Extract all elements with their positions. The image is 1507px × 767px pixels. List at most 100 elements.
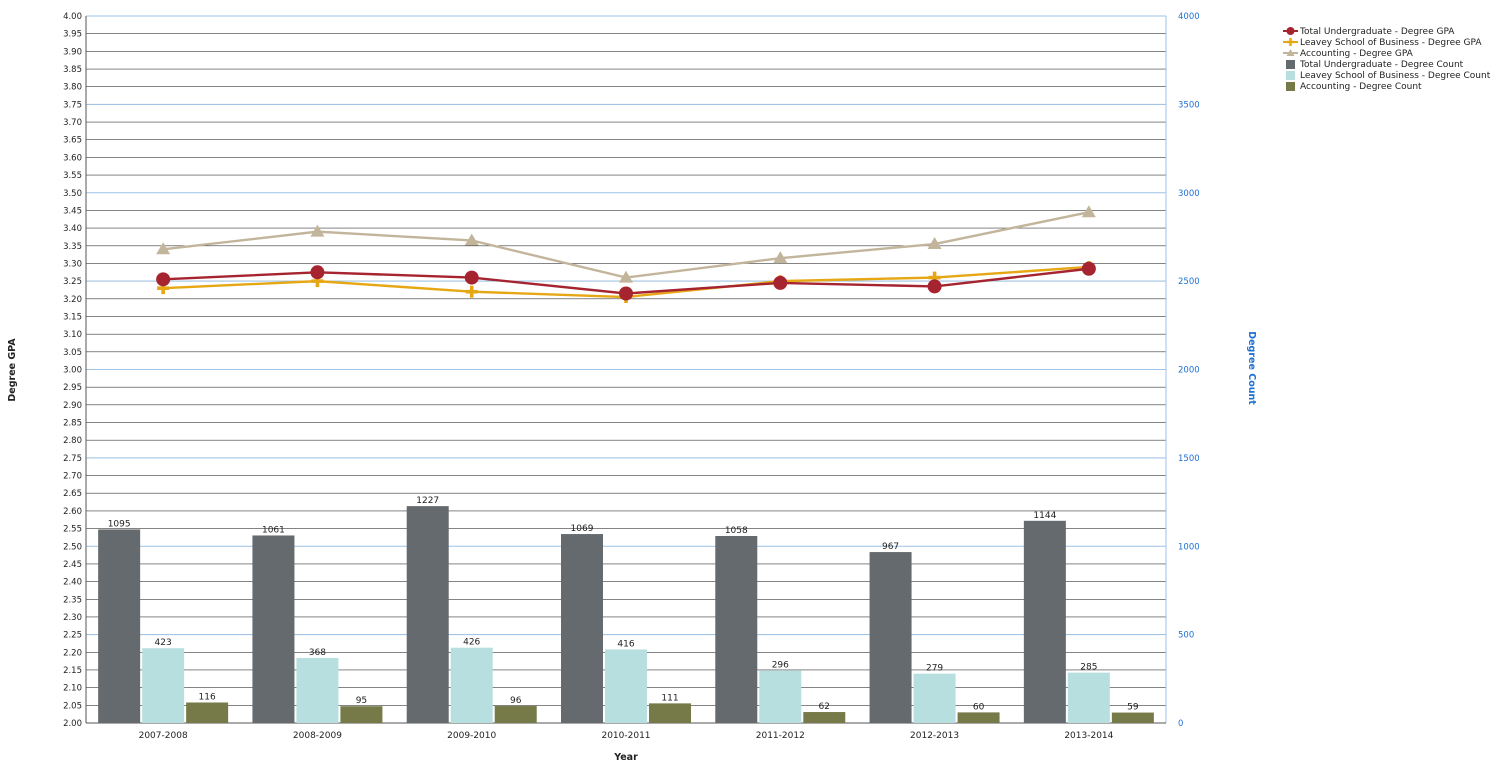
bar bbox=[605, 649, 647, 723]
x-tick-label: 2013-2014 bbox=[1064, 731, 1113, 741]
bar bbox=[340, 706, 383, 723]
bar bbox=[957, 712, 1000, 723]
legend-label: Total Undergraduate - Degree Count bbox=[1299, 60, 1464, 70]
y-tick-label: 3.25 bbox=[63, 277, 82, 287]
y-tick-label: 2.15 bbox=[63, 666, 82, 676]
x-axis-ticks: 2007-2008 2008-2009 2009-2010 2010-2011 2011… bbox=[139, 731, 1114, 741]
data-point-vbar bbox=[469, 285, 474, 298]
data-point bbox=[619, 286, 633, 301]
bar bbox=[494, 706, 537, 723]
y2-tick-label: 2500 bbox=[1178, 277, 1200, 287]
legend-item: Total Undergraduate - Degree Count bbox=[1286, 60, 1464, 70]
data-point bbox=[1081, 205, 1096, 218]
bar-data-label: 60 bbox=[973, 702, 985, 712]
y2-tick-label: 1500 bbox=[1178, 454, 1200, 464]
bar-data-label: 1144 bbox=[1033, 511, 1056, 521]
bar-data-label: 1061 bbox=[262, 525, 285, 535]
y-tick-label: 2.90 bbox=[63, 401, 82, 411]
bar bbox=[561, 534, 603, 723]
data-point-vbar bbox=[932, 271, 937, 284]
bar-series: 423 368 426 416 296 279 285 bbox=[142, 638, 1110, 723]
bar-data-label: 59 bbox=[1127, 703, 1139, 713]
legend-item: Total Undergraduate - Degree GPA bbox=[1283, 27, 1455, 37]
bar-data-label: 368 bbox=[309, 648, 326, 658]
data-point bbox=[464, 270, 479, 285]
y-tick-label: 2.65 bbox=[63, 489, 82, 499]
legend-item: Leavey School of Business - Degree Count bbox=[1286, 71, 1491, 81]
y-tick-label: 2.10 bbox=[63, 684, 82, 694]
bar-data-label: 423 bbox=[155, 638, 172, 648]
y-tick-label: 2.20 bbox=[63, 648, 82, 658]
bar-data-label: 1069 bbox=[571, 524, 594, 534]
legend-marker bbox=[1286, 49, 1295, 56]
y-tick-label: 2.35 bbox=[63, 595, 82, 605]
y-tick-label: 3.50 bbox=[63, 189, 82, 199]
y-axis-ticks: 2.00 2.05 2.10 2.15 2.20 2.25 2.30 2.35 2.40 2.45… bbox=[63, 12, 82, 729]
y-tick-label: 2.05 bbox=[63, 701, 82, 711]
x-tick-label: 2008-2009 bbox=[293, 731, 342, 741]
bar bbox=[406, 506, 449, 723]
bar bbox=[913, 673, 956, 723]
y-tick-label: 2.85 bbox=[63, 419, 82, 429]
y-tick-label: 3.20 bbox=[63, 295, 82, 305]
y-tick-label: 3.95 bbox=[63, 30, 82, 40]
data-point bbox=[1081, 261, 1096, 276]
bar-data-label: 416 bbox=[617, 639, 634, 649]
x-tick-label: 2011-2012 bbox=[756, 731, 805, 741]
data-point bbox=[927, 279, 942, 294]
y-axis-title: Degree GPA bbox=[7, 338, 18, 402]
y-tick-label: 3.05 bbox=[63, 348, 82, 358]
legend-label: Accounting - Degree Count bbox=[1300, 82, 1422, 92]
bar bbox=[252, 535, 295, 723]
bar bbox=[1023, 520, 1066, 723]
bar bbox=[715, 535, 758, 723]
y-tick-label: 2.75 bbox=[63, 454, 82, 464]
y-tick-label: 2.40 bbox=[63, 578, 82, 588]
bar-data-label: 96 bbox=[510, 696, 522, 706]
bar-data-label: 62 bbox=[819, 702, 830, 712]
y-tick-label: 2.25 bbox=[63, 631, 82, 641]
lines bbox=[156, 205, 1096, 304]
bar bbox=[296, 657, 339, 723]
data-point-vbar bbox=[161, 282, 165, 295]
x-tick-label: 2010-2011 bbox=[601, 731, 650, 741]
bar bbox=[450, 647, 493, 723]
y-tick-label: 3.45 bbox=[63, 206, 82, 216]
y-tick-label: 2.95 bbox=[63, 383, 82, 393]
x-tick-label: 2007-2008 bbox=[139, 731, 188, 741]
legend-label: Leavey School of Business - Degree GPA bbox=[1300, 38, 1482, 48]
data-point bbox=[310, 224, 325, 237]
y-tick-label: 2.60 bbox=[63, 507, 82, 517]
legend-item: Accounting - Degree GPA bbox=[1283, 49, 1414, 59]
y-tick-label: 2.00 bbox=[63, 719, 82, 729]
bar bbox=[98, 529, 141, 723]
y-tick-label: 2.50 bbox=[63, 542, 82, 552]
data-point bbox=[928, 271, 941, 284]
legend-label: Leavey School of Business - Degree Count bbox=[1300, 71, 1491, 81]
x-tick-label: 2012-2013 bbox=[910, 731, 959, 741]
bar-series: 116 95 96 111 62 60 59 bbox=[186, 692, 1154, 723]
y-tick-label: 3.55 bbox=[63, 171, 82, 181]
bar-data-label: 1227 bbox=[416, 496, 439, 506]
bar-data-label: 279 bbox=[926, 664, 943, 674]
legend-swatch bbox=[1286, 60, 1295, 69]
legend-swatch bbox=[1286, 71, 1295, 80]
data-point bbox=[311, 275, 324, 288]
y-tick-label: 3.75 bbox=[63, 100, 82, 110]
y2-axis-title: Degree Count bbox=[1246, 331, 1257, 405]
y-tick-label: 3.85 bbox=[63, 65, 82, 75]
legend-label: Total Undergraduate - Degree GPA bbox=[1299, 27, 1455, 37]
bar bbox=[759, 670, 802, 723]
y-tick-label: 3.65 bbox=[63, 136, 82, 146]
y2-tick-label: 0 bbox=[1178, 719, 1183, 729]
data-point bbox=[465, 285, 478, 298]
data-point bbox=[619, 270, 633, 283]
y-tick-label: 2.30 bbox=[63, 613, 82, 623]
y-tick-label: 3.80 bbox=[63, 83, 82, 93]
y2-tick-label: 500 bbox=[1178, 631, 1194, 641]
legend-marker bbox=[1286, 27, 1295, 35]
y-tick-label: 3.90 bbox=[63, 47, 82, 57]
y-tick-label: 3.15 bbox=[63, 312, 82, 322]
